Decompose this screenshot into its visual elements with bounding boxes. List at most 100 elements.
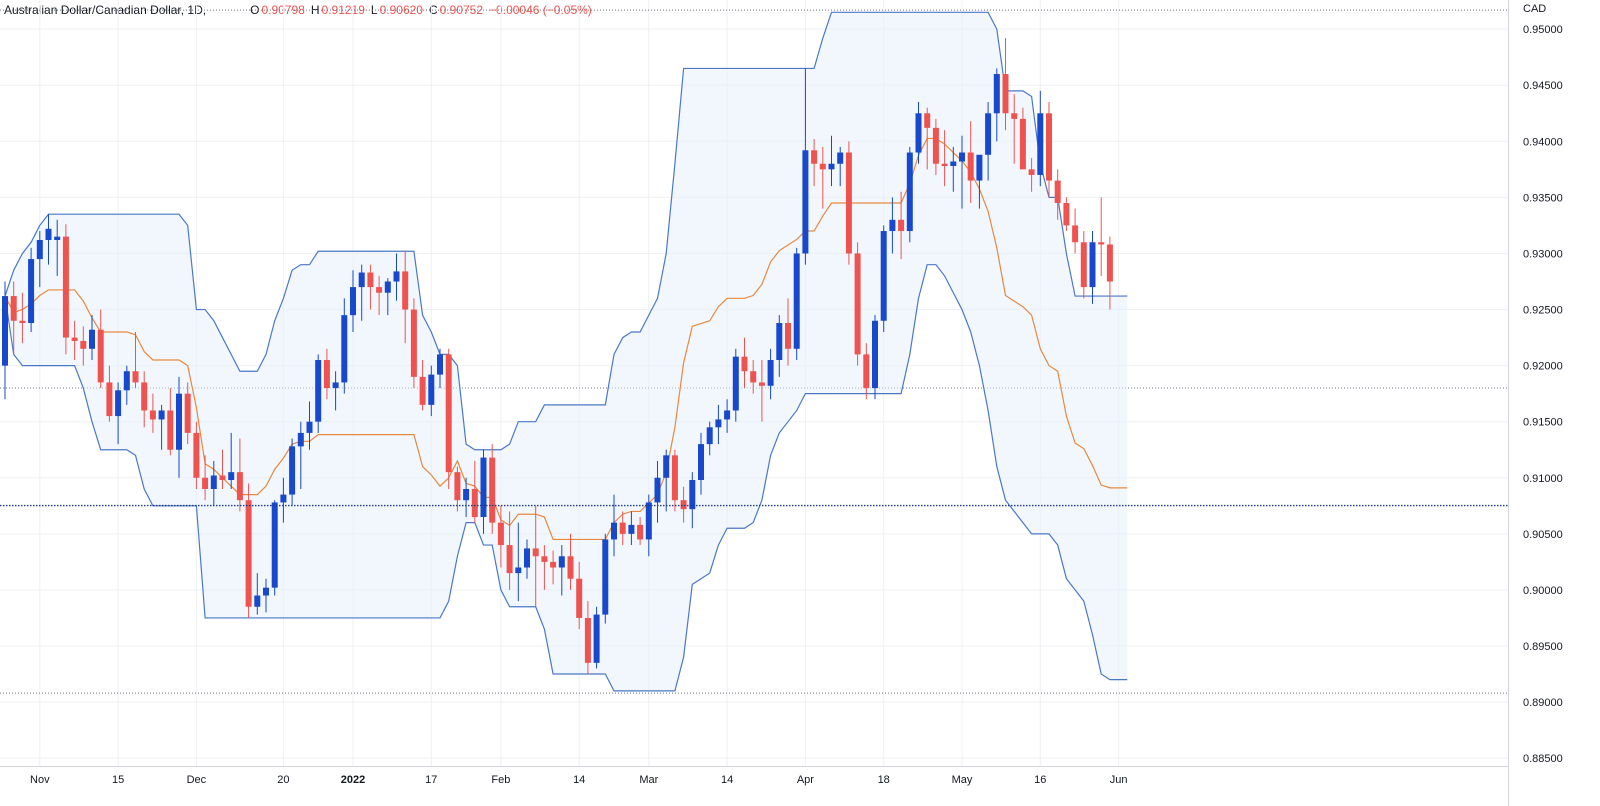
candle[interactable] — [123, 365, 130, 405]
candle[interactable] — [463, 477, 470, 518]
candle[interactable] — [384, 278, 391, 316]
candle[interactable] — [219, 449, 226, 489]
candle[interactable] — [80, 326, 87, 366]
candle[interactable] — [863, 343, 870, 400]
candle[interactable] — [924, 107, 931, 170]
candle[interactable] — [767, 348, 774, 400]
candle[interactable] — [480, 449, 487, 534]
candle[interactable] — [1046, 102, 1052, 198]
candle[interactable] — [941, 130, 948, 187]
candle[interactable] — [489, 444, 496, 534]
candle[interactable] — [1063, 197, 1070, 232]
candle[interactable] — [1106, 236, 1113, 310]
candle[interactable] — [271, 500, 278, 596]
candlestick-series[interactable] — [2, 38, 1113, 675]
candle[interactable] — [611, 494, 617, 557]
candle[interactable] — [376, 275, 383, 316]
candle[interactable] — [280, 477, 287, 523]
candle[interactable] — [837, 146, 844, 187]
candle[interactable] — [680, 486, 687, 523]
candle[interactable] — [141, 371, 148, 428]
candle[interactable] — [1019, 107, 1026, 170]
candle[interactable] — [637, 517, 644, 546]
candle[interactable] — [732, 348, 739, 422]
candle[interactable] — [515, 522, 522, 602]
candle[interactable] — [558, 545, 565, 596]
candle[interactable] — [36, 231, 43, 288]
candle[interactable] — [454, 466, 461, 512]
candle[interactable] — [819, 146, 826, 209]
candle[interactable] — [828, 135, 835, 187]
candle[interactable] — [619, 511, 626, 546]
candle[interactable] — [28, 247, 35, 332]
candle[interactable] — [950, 146, 957, 192]
candle[interactable] — [706, 421, 713, 456]
candle[interactable] — [289, 438, 296, 506]
candle[interactable] — [1054, 169, 1061, 220]
candle[interactable] — [236, 438, 243, 512]
candle[interactable] — [350, 270, 356, 332]
candle[interactable] — [419, 360, 426, 411]
time-axis[interactable]: Nov 15 Dec 20 2022 17 Feb 14 Mar 14 Apr 18 May 16 Jun — [0, 766, 1508, 787]
candle[interactable] — [985, 102, 992, 181]
candle[interactable] — [906, 146, 913, 243]
candle[interactable] — [497, 505, 504, 568]
candle[interactable] — [115, 382, 122, 445]
candle[interactable] — [62, 224, 69, 355]
candle[interactable] — [889, 197, 896, 254]
candle[interactable] — [993, 68, 1000, 142]
candle[interactable] — [1028, 158, 1035, 192]
candle[interactable] — [149, 393, 156, 433]
price-axis[interactable]: 0.95000 0.94500 0.94000 0.93500 0.93000 0.925… — [1508, 0, 1563, 806]
candle[interactable] — [645, 494, 652, 557]
candle[interactable] — [880, 225, 887, 332]
candle[interactable] — [845, 141, 852, 265]
candle[interactable] — [1037, 90, 1044, 187]
candle[interactable] — [959, 135, 965, 209]
candle[interactable] — [97, 309, 104, 389]
candle[interactable] — [785, 298, 791, 366]
candle[interactable] — [306, 401, 313, 450]
candle[interactable] — [1011, 94, 1018, 164]
candle[interactable] — [602, 533, 609, 624]
candle[interactable] — [628, 511, 635, 546]
candle[interactable] — [776, 315, 783, 377]
candle[interactable] — [341, 298, 348, 394]
candle[interactable] — [541, 545, 548, 590]
candle[interactable] — [445, 348, 452, 489]
candle[interactable] — [532, 505, 539, 607]
candle[interactable] — [184, 382, 191, 445]
candle[interactable] — [106, 365, 113, 422]
candle[interactable] — [263, 578, 269, 613]
candle[interactable] — [402, 251, 409, 344]
candle[interactable] — [393, 253, 400, 301]
candle[interactable] — [297, 421, 304, 489]
candle[interactable] — [89, 315, 95, 361]
candle[interactable] — [210, 460, 217, 506]
candle[interactable] — [741, 337, 748, 389]
candle[interactable] — [915, 102, 922, 164]
candle[interactable] — [176, 376, 182, 478]
candle[interactable] — [698, 432, 704, 495]
candle[interactable] — [802, 68, 809, 265]
candle[interactable] — [158, 404, 165, 450]
candle[interactable] — [10, 281, 17, 355]
candle[interactable] — [584, 601, 591, 675]
candle[interactable] — [1002, 38, 1009, 131]
candle[interactable] — [254, 573, 261, 615]
candle[interactable] — [1089, 231, 1096, 304]
candle[interactable] — [245, 483, 252, 618]
candle[interactable] — [1098, 197, 1105, 276]
candle[interactable] — [437, 348, 443, 389]
candle[interactable] — [872, 315, 878, 400]
candle[interactable] — [428, 365, 435, 417]
candle[interactable] — [898, 191, 905, 260]
candle[interactable] — [1080, 231, 1087, 299]
candle[interactable] — [132, 331, 139, 389]
candle[interactable] — [71, 320, 78, 361]
candle[interactable] — [19, 292, 26, 344]
candle[interactable] — [45, 214, 52, 265]
candle[interactable] — [715, 404, 722, 445]
candle[interactable] — [663, 449, 670, 512]
